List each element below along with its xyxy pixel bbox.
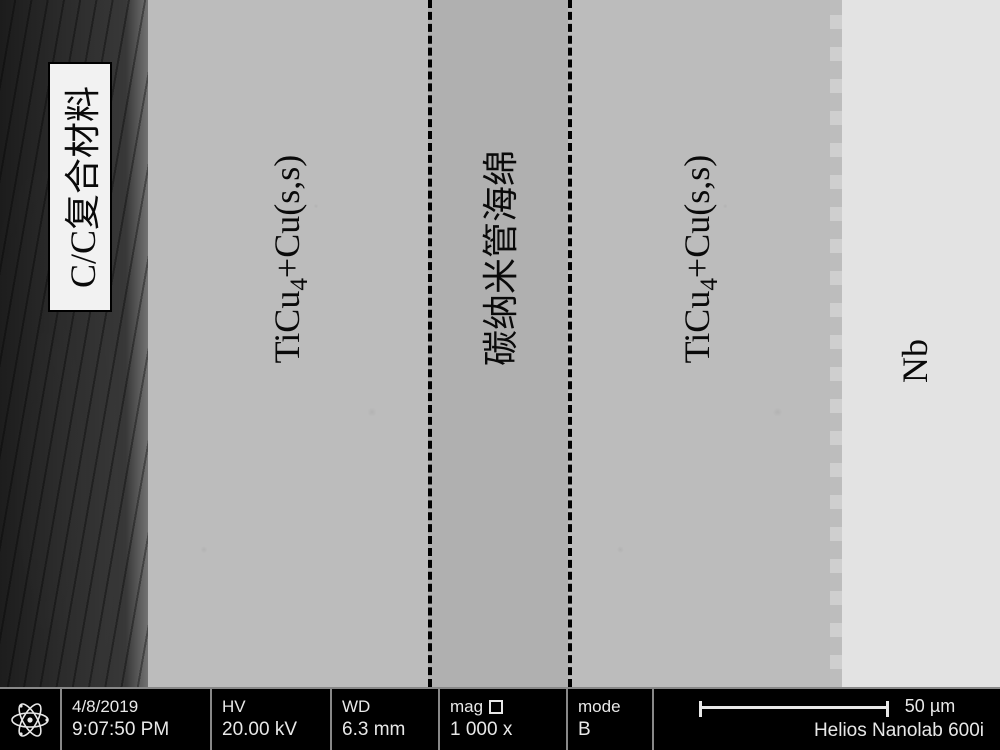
wd-value: 6.3 mm <box>342 718 428 743</box>
instrument-logo-cell <box>0 689 62 750</box>
phase-boundary-line <box>428 0 432 687</box>
scale-instrument-cell: 50 µm Helios Nanolab 600i <box>654 689 1000 750</box>
label-ticu4-left: TiCu4+Cu(s,s) <box>266 119 314 399</box>
phase-boundary-line <box>568 0 572 687</box>
wd-label: WD <box>342 696 428 718</box>
hv-cell: HV 20.00 kV <box>212 689 332 750</box>
wd-cell: WD 6.3 mm <box>332 689 440 750</box>
texture-overlay <box>830 0 842 687</box>
mag-value: 1 000 x <box>450 718 556 743</box>
scan-area-icon <box>489 700 503 714</box>
mode-cell: mode B <box>568 689 654 750</box>
label-cc-composite: C/C复合材料 <box>48 62 112 312</box>
mode-value: B <box>578 718 642 743</box>
instrument-model: Helios Nanolab 600i <box>814 719 984 744</box>
sem-image-area: C/C复合材料 TiCu4+Cu(s,s) 碳纳米管海绵 TiCu4+Cu(s,… <box>0 0 1000 687</box>
atom-icon <box>8 698 52 742</box>
scale-bar <box>699 706 889 709</box>
sem-micrograph-figure: C/C复合材料 TiCu4+Cu(s,s) 碳纳米管海绵 TiCu4+Cu(s,… <box>0 0 1000 750</box>
mode-label: mode <box>578 696 642 718</box>
acquisition-time: 9:07:50 PM <box>72 718 200 743</box>
scale-bar-row: 50 µm <box>699 695 955 718</box>
acquisition-date: 4/8/2019 <box>72 696 200 718</box>
hv-value: 20.00 kV <box>222 718 320 743</box>
mag-label: mag <box>450 696 556 718</box>
scale-bar-label: 50 µm <box>905 695 955 718</box>
mag-cell: mag 1 000 x <box>440 689 568 750</box>
datetime-cell: 4/8/2019 9:07:50 PM <box>62 689 212 750</box>
sem-info-bar: 4/8/2019 9:07:50 PM HV 20.00 kV WD 6.3 m… <box>0 687 1000 750</box>
hv-label: HV <box>222 696 320 718</box>
label-nb: Nb <box>894 316 936 406</box>
label-ticu4-right: TiCu4+Cu(s,s) <box>676 119 724 399</box>
label-carbon-nanotube-sponge: 碳纳米管海绵 <box>472 128 524 388</box>
mag-label-text: mag <box>450 696 483 718</box>
